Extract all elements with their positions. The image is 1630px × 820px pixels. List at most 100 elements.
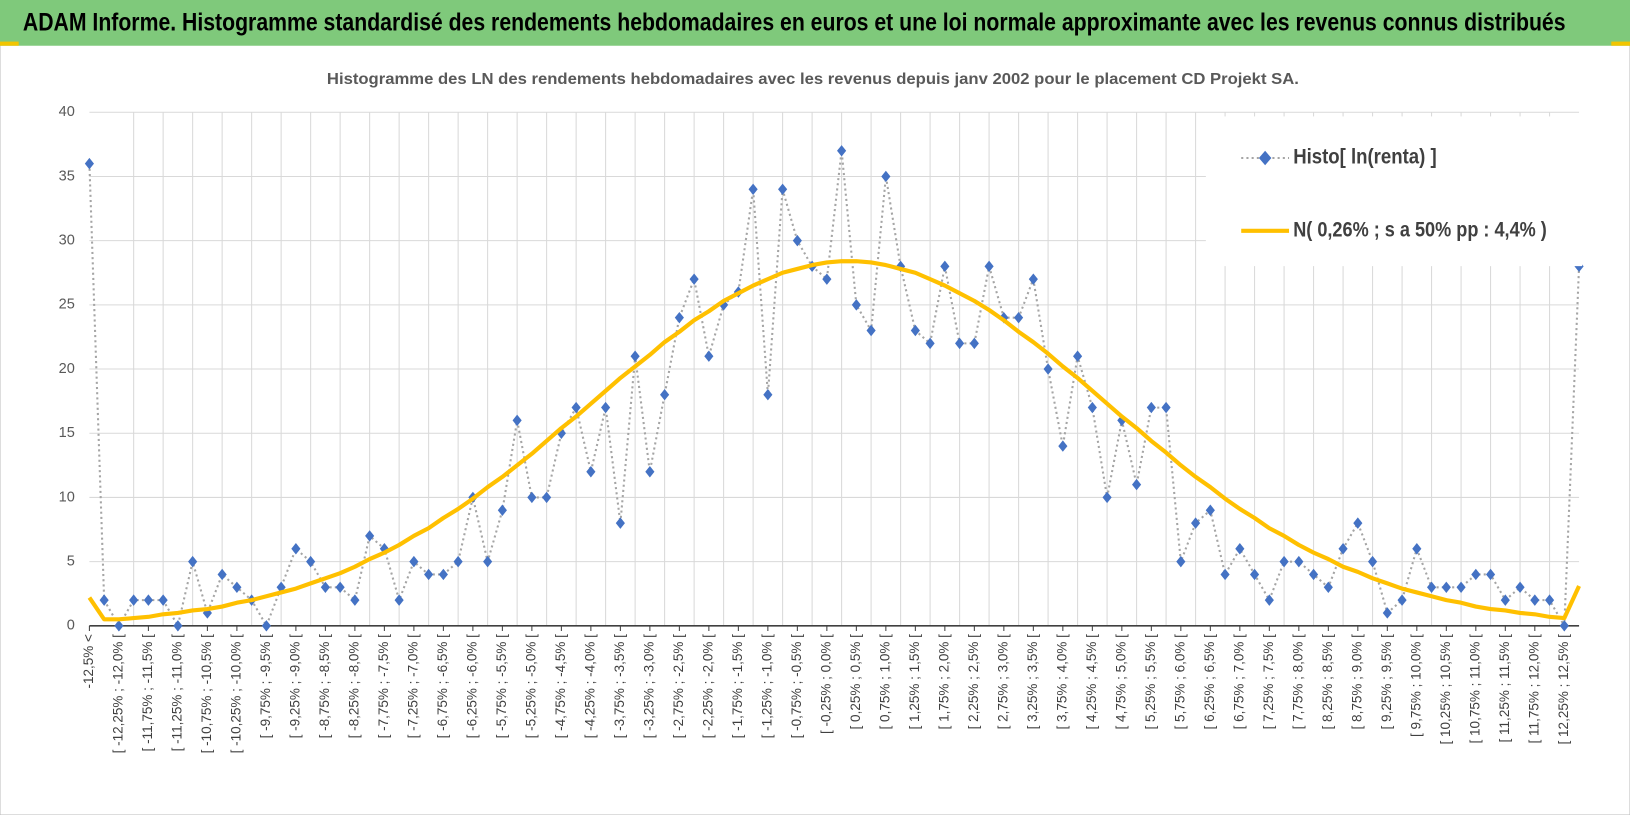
- data-point: [586, 466, 596, 478]
- data-point: [497, 504, 507, 516]
- data-point: [925, 337, 935, 350]
- data-point: [1559, 620, 1569, 632]
- data-point: [291, 543, 301, 555]
- x-tick-label: [ 9,75% ; 10,0% [: [1408, 634, 1423, 737]
- chart-title: Histogramme des LN des rendements hebdom…: [327, 71, 1299, 88]
- x-tick-label: [ 6,25% ; 6,5% [: [1202, 634, 1217, 730]
- x-tick-label: [ 12,25% ; 12,5% [: [1556, 634, 1571, 745]
- x-tick-label: [ -6,75% ; -6,5% [: [435, 634, 450, 739]
- x-tick-label: [ -10,25% ; -10,0% [: [228, 634, 243, 754]
- data-point: [542, 491, 552, 504]
- data-point: [1191, 517, 1201, 529]
- data-point: [1161, 401, 1171, 414]
- x-tick-label: [ -1,25% ; -1,0% [: [759, 634, 774, 739]
- data-point: [1323, 581, 1333, 594]
- data-point: [365, 530, 375, 542]
- data-point: [1117, 414, 1127, 427]
- x-tick-label: [ 10,25% ; 10,5% [: [1438, 634, 1453, 745]
- x-tick-label: [ -0,25% ; 0,0% [: [818, 634, 833, 734]
- data-point: [1426, 581, 1437, 594]
- x-tick-label: [ 4,75% ; 5,0% [: [1113, 634, 1128, 730]
- x-tick-label: [ -4,25% ; -4,0% [: [582, 634, 597, 739]
- header-title: ADAM Informe. Histogramme standardisé de…: [23, 9, 1566, 37]
- data-point: [1205, 504, 1215, 516]
- legend-label: N( 0,26% ; s a 50% pp : 4,4% ): [1293, 218, 1547, 241]
- x-tick-label: [ -8,25% ; -8,0% [: [346, 634, 361, 739]
- x-tick-label: [ 2,75% ; 3,0% [: [995, 634, 1010, 730]
- data-point: [748, 183, 758, 196]
- data-point: [1043, 363, 1053, 375]
- data-point: [350, 594, 360, 606]
- data-point: [1146, 401, 1156, 414]
- x-tick-label: [ 8,75% ; 9,0% [: [1349, 634, 1364, 730]
- y-tick-label: 40: [59, 104, 75, 120]
- data-point: [1132, 478, 1142, 491]
- data-point: [1279, 555, 1289, 568]
- data-point: [969, 337, 979, 350]
- data-point: [1397, 594, 1407, 606]
- data-point: [1028, 273, 1038, 285]
- x-tick-label: [ -5,25% ; -5,0% [: [523, 634, 538, 739]
- data-point: [527, 491, 537, 504]
- data-point: [851, 299, 861, 311]
- x-tick-label: [ -4,75% ; -4,5% [: [553, 634, 568, 739]
- x-tick-label: [ -11,25% ; -11,0% [: [169, 634, 184, 752]
- data-point: [1515, 581, 1525, 594]
- data-point: [217, 568, 227, 581]
- data-point: [1544, 594, 1555, 606]
- data-point: [689, 273, 699, 285]
- data-point: [1500, 594, 1510, 606]
- x-tick-label: [ 7,25% ; 7,5% [: [1261, 634, 1276, 730]
- data-point: [630, 350, 640, 362]
- data-point: [158, 594, 168, 606]
- x-tick-label: [ -3,75% ; -3,5% [: [612, 634, 627, 739]
- data-point: [704, 350, 714, 362]
- legend-marker: [1258, 150, 1272, 166]
- data-point: [1235, 543, 1245, 555]
- y-tick-label: 30: [59, 232, 75, 248]
- x-tick-label: [ -7,25% ; -7,0% [: [405, 634, 420, 739]
- data-point: [866, 324, 876, 337]
- y-tick-label: 15: [59, 425, 75, 441]
- x-tick-label: [ -6,25% ; -6,0% [: [464, 634, 479, 739]
- x-tick-label: [ 4,25% ; 4,5% [: [1084, 634, 1099, 730]
- x-tick-label: [ 3,25% ; 3,5% [: [1025, 634, 1040, 730]
- x-tick-label: [ 5,25% ; 5,5% [: [1143, 634, 1158, 730]
- data-point: [763, 388, 773, 401]
- series-line: [87, 259, 1581, 622]
- data-point: [1471, 568, 1481, 581]
- x-tick-label: [ -7,75% ; -7,5% [: [376, 634, 391, 739]
- data-point: [114, 620, 124, 632]
- data-point: [645, 466, 655, 478]
- data-point: [1058, 440, 1068, 452]
- x-tick-label: [ -11,75% ; -11,5% [: [140, 634, 155, 752]
- data-point: [778, 183, 788, 196]
- y-tick-label: 0: [67, 618, 75, 634]
- x-tick-label: [ 5,75% ; 6,0% [: [1172, 634, 1187, 730]
- data-point: [1220, 568, 1230, 581]
- x-tick-label: [ 1,75% ; 2,0% [: [936, 634, 951, 730]
- x-tick-label: [ -8,75% ; -8,5% [: [317, 634, 332, 739]
- x-tick-label: [ -12,25% ; -12,0% [: [110, 634, 125, 754]
- x-tick-label: [ -2,75% ; -2,5% [: [671, 634, 686, 739]
- x-tick-label: [ 7,75% ; 8,0% [: [1290, 634, 1305, 730]
- data-point: [143, 594, 153, 606]
- data-point: [1014, 311, 1024, 324]
- x-tick-label: [ 8,25% ; 8,5% [: [1320, 634, 1335, 730]
- x-tick-label: [ 3,75% ; 4,0% [: [1054, 634, 1069, 730]
- y-tick-label: 35: [59, 168, 75, 184]
- y-tick-label: 10: [59, 489, 75, 505]
- x-tick-label: [ 11,75% ; 12,0% [: [1526, 634, 1541, 744]
- header-accent: [1611, 41, 1630, 46]
- data-point: [1087, 401, 1097, 414]
- data-point: [1353, 517, 1363, 529]
- data-point: [1073, 350, 1083, 362]
- x-tick-label: [ 6,75% ; 7,0% [: [1231, 634, 1246, 730]
- data-point: [129, 594, 139, 606]
- x-tick-label: [ -3,25% ; -3,0% [: [641, 634, 656, 739]
- x-tick-label: [ 2,25% ; 2,5% [: [966, 634, 981, 730]
- x-tick-label: [ -5,75% ; -5,5% [: [494, 634, 509, 739]
- legend-label: Histo[ ln(renta) ]: [1293, 145, 1436, 168]
- x-tick-label: [ 0,25% ; 0,5% [: [848, 634, 863, 730]
